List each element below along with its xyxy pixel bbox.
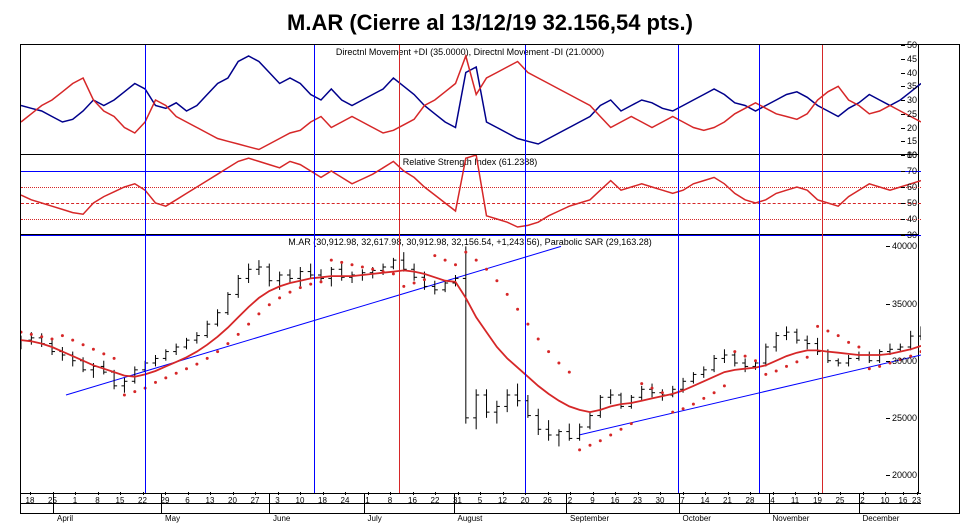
rsi-svg xyxy=(21,155,921,235)
price-svg xyxy=(21,235,921,475)
panel-rsi: Relative Strength Index (61.2388) 304050… xyxy=(21,155,919,235)
panel-price: M.AR (30,912.98, 32,617.98, 30,912.98, 3… xyxy=(21,235,919,495)
panel-dmi: Directnl Movement +DI (35.0000), Directn… xyxy=(21,45,919,155)
x-axis: 1825181522296132027310182418162231512202… xyxy=(21,493,919,513)
chart-title: M.AR (Cierre al 13/12/19 32.156,54 pts.) xyxy=(10,10,970,36)
dmi-svg xyxy=(21,45,921,155)
chart-container: M.AR (Cierre al 13/12/19 32.156,54 pts.)… xyxy=(0,0,980,524)
chart-area: Directnl Movement +DI (35.0000), Directn… xyxy=(20,44,960,514)
